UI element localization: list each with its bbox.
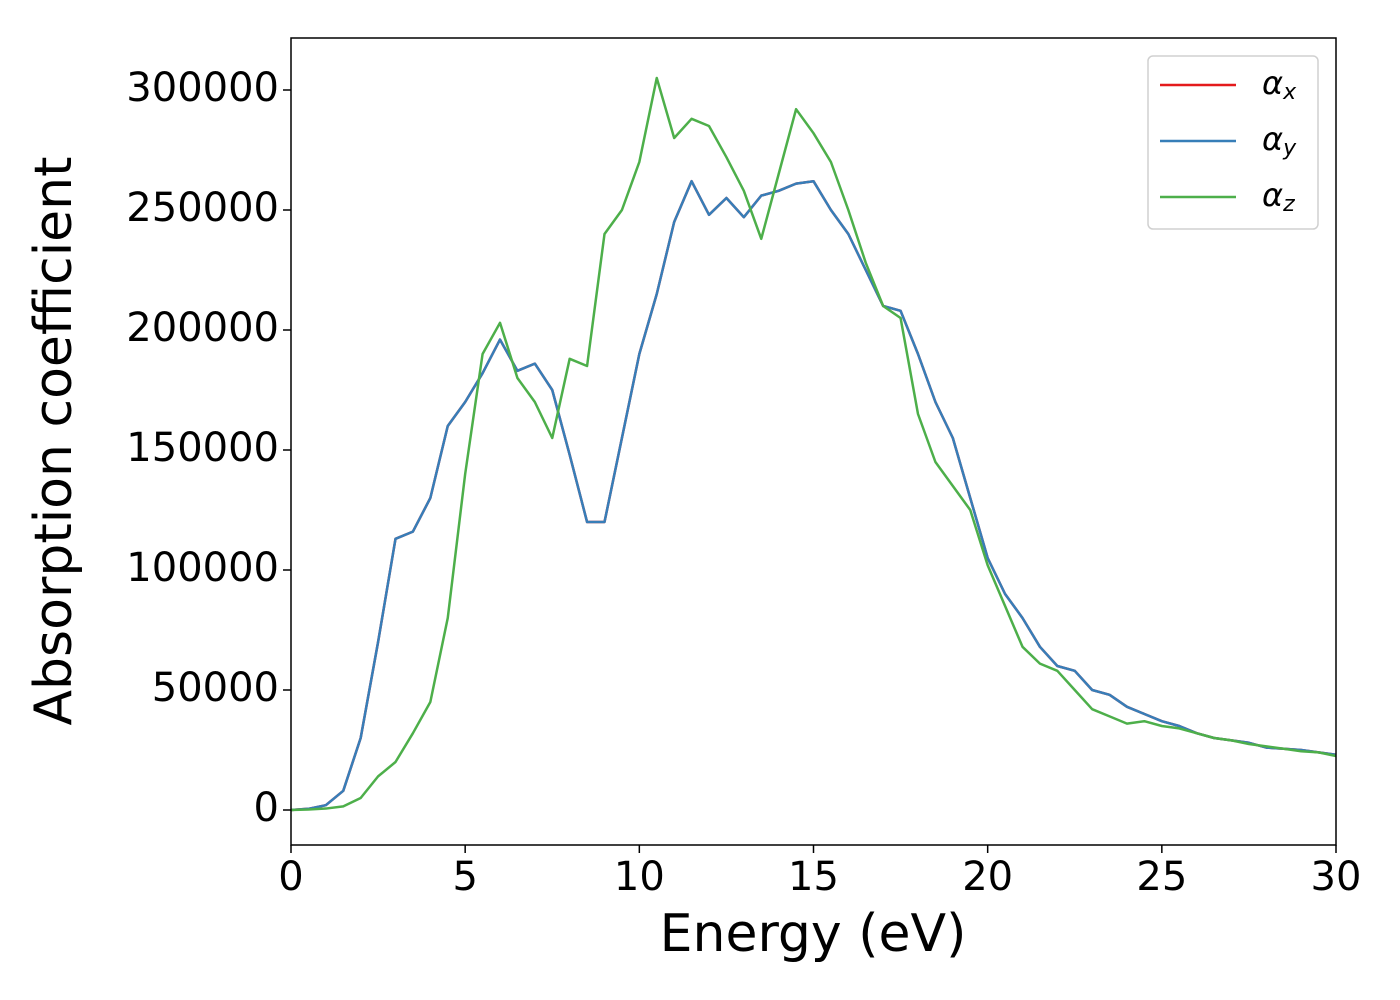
legend-box (1147, 55, 1319, 230)
y-tick-label: 50000 (152, 665, 279, 711)
legend-label: αx (1262, 64, 1297, 105)
data-line (290, 76, 1337, 812)
plot-frame (290, 37, 1337, 846)
x-tick-label: 25 (1136, 854, 1187, 900)
y-tick-label: 200000 (126, 305, 279, 351)
y-tick-label: 0 (254, 785, 279, 831)
x-tick-label: 0 (278, 854, 303, 900)
legend-label: αy (1262, 120, 1297, 161)
y-tick-label: 100000 (126, 545, 279, 591)
x-tick-label: 15 (788, 854, 839, 900)
x-tick-label: 5 (452, 854, 477, 900)
x-tick-label: 20 (962, 854, 1013, 900)
x-tick-label: 30 (1311, 854, 1362, 900)
y-tick-label: 300000 (126, 65, 279, 111)
legend-label: αz (1262, 176, 1295, 217)
y-tick-label: 250000 (126, 185, 279, 231)
data-line (290, 179, 1337, 812)
y-axis-label: Absorption coefficient (24, 156, 84, 725)
x-axis-label: Energy (eV) (660, 904, 967, 964)
x-tick-label: 10 (614, 854, 665, 900)
y-tick-label: 150000 (126, 425, 279, 471)
